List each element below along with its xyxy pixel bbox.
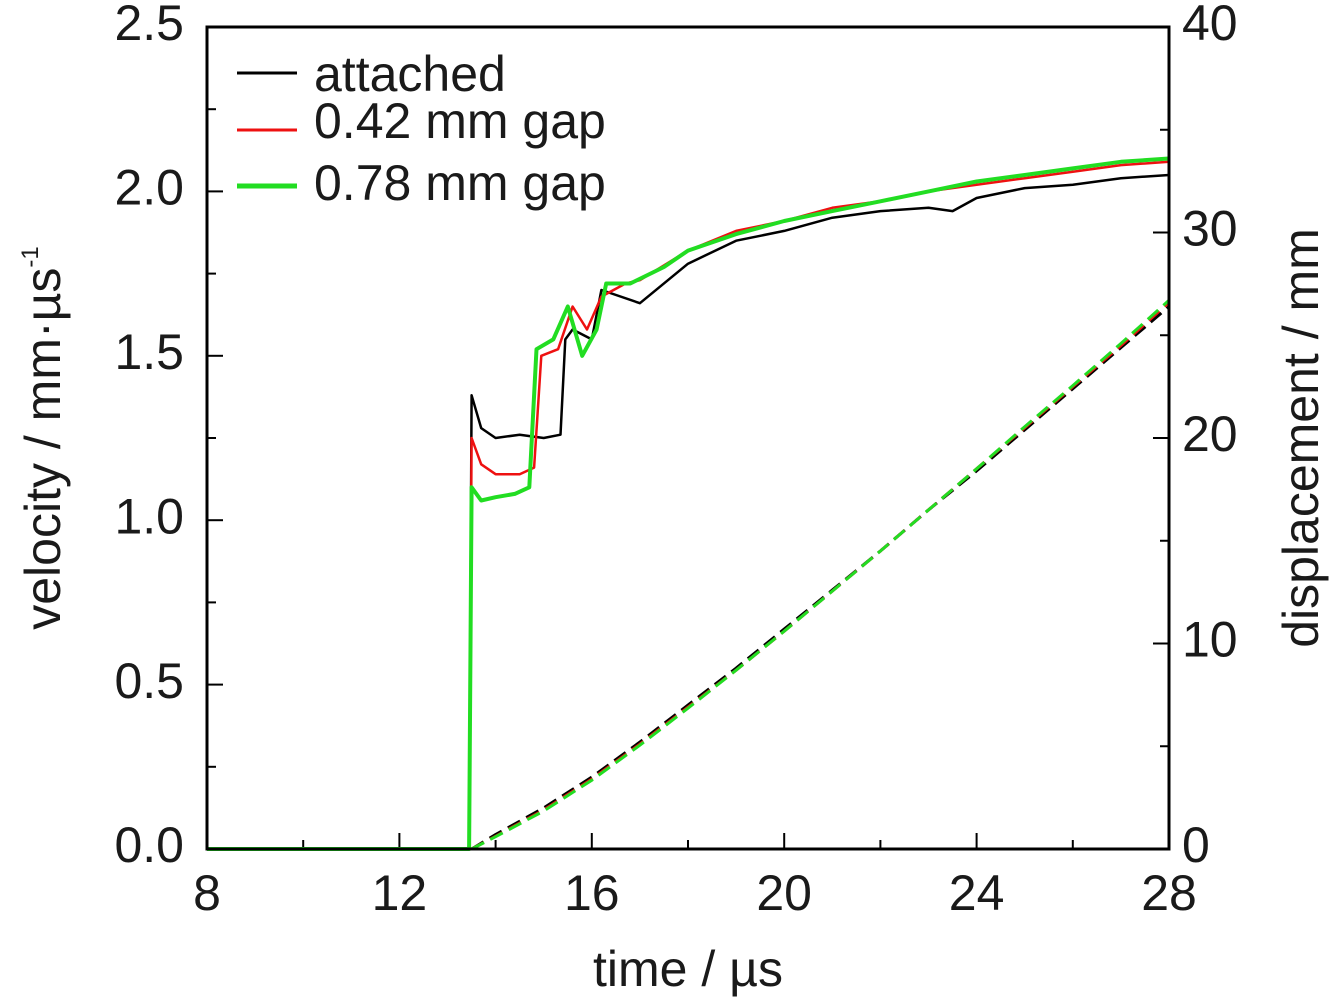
- y-left-tick-label: 1.5: [114, 324, 184, 380]
- displacement-line-2: [470, 299, 1171, 851]
- y-axis-left-title-superscript: -1: [17, 246, 44, 267]
- x-tick-label: 28: [1141, 865, 1197, 921]
- y-axis-left-title: velocity / mm·µs-1: [15, 246, 71, 630]
- y-axis-left-title-main: velocity / mm·µs: [15, 268, 71, 630]
- axis-ticks: [206, 26, 1170, 850]
- y-right-tick-label: 40: [1182, 0, 1238, 51]
- y-left-tick-label: 2.0: [114, 160, 184, 216]
- legend-label-078-gap: 0.78 mm gap: [314, 155, 606, 211]
- plot-frame: [205, 25, 1171, 851]
- x-tick-label: 8: [193, 865, 221, 921]
- x-tick-label: 20: [756, 865, 812, 921]
- x-tick-label: 24: [949, 865, 1005, 921]
- x-tick-label: 12: [372, 865, 428, 921]
- displacement-line-1: [470, 301, 1171, 851]
- y-left-tick-label: 0.5: [114, 653, 184, 709]
- x-axis-title: time / µs: [593, 941, 783, 997]
- y-right-tick-label: 20: [1182, 406, 1238, 462]
- y-axis-right-title: displacement / mm: [1273, 228, 1329, 648]
- velocity-line-attached: [207, 173, 1170, 851]
- tick-labels: 8 12 16 20 24 28 0.0 0.5 1.0 1.5 2.0 2.5 0 10 20 30 40: [114, 0, 1237, 921]
- x-tick-label: 16: [564, 865, 620, 921]
- legend: attached 0.42 mm gap 0.78 mm gap: [237, 46, 606, 211]
- y-right-tick-label: 0: [1182, 817, 1210, 873]
- velocity-line-0-78-mm-gap: [207, 156, 1170, 851]
- displacement-line-0: [470, 305, 1170, 851]
- y-right-tick-label: 10: [1182, 612, 1238, 668]
- y-left-tick-label: 1.0: [114, 488, 184, 544]
- y-left-tick-label: 2.5: [114, 0, 184, 51]
- series-layer: [207, 156, 1171, 851]
- legend-label-042-gap: 0.42 mm gap: [314, 93, 606, 149]
- y-right-tick-label: 30: [1182, 201, 1238, 257]
- legend-label-attached: attached: [314, 46, 506, 102]
- y-left-tick-label: 0.0: [114, 817, 184, 873]
